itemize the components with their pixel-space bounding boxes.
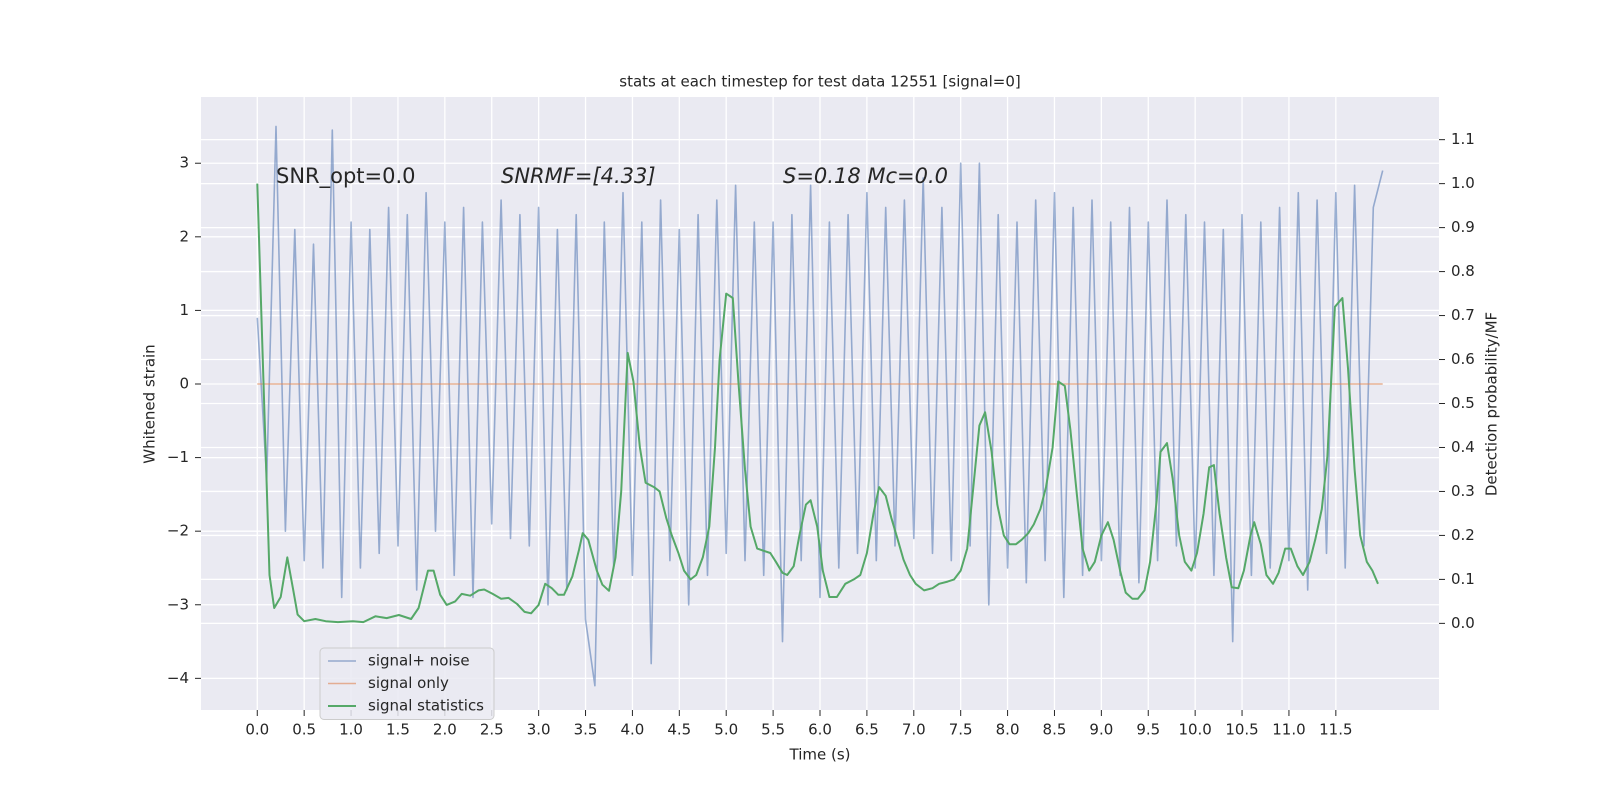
y2-tick-label: 0.7 (1451, 306, 1475, 324)
y2-tick-label: 0.3 (1451, 482, 1475, 500)
legend: signal+ noise signal only signal statistic… (319, 647, 495, 720)
y-tick-label: −3 (167, 595, 189, 613)
x-tick-label: 3.5 (574, 721, 598, 739)
legend-label: signal statistics (368, 697, 484, 715)
x-tick-label: 5.0 (714, 721, 738, 739)
x-tick-label: 2.0 (433, 721, 457, 739)
grid (201, 97, 1439, 710)
legend-box (319, 647, 495, 720)
y2-tick-label: 0.5 (1451, 394, 1475, 412)
x-tick-label: 2.5 (480, 721, 504, 739)
y-tick-label: −2 (167, 522, 189, 540)
y-tick-label: −1 (167, 448, 189, 466)
chart-title: stats at each timestep for test data 125… (619, 73, 1020, 91)
y2-tick-label: 1.1 (1451, 130, 1475, 148)
x-tick-label: 5.5 (761, 721, 785, 739)
x-tick-label: 11.0 (1272, 721, 1305, 739)
x-tick-label: 6.5 (855, 721, 879, 739)
x-tick-label: 8.0 (996, 721, 1020, 739)
x-tick-label: 10.0 (1178, 721, 1211, 739)
x-tick-label: 11.5 (1319, 721, 1352, 739)
x-tick-label: 3.0 (527, 721, 551, 739)
y2-tick-label: 0.8 (1451, 262, 1475, 280)
y2-tick-label: 0.2 (1451, 526, 1475, 544)
y2-tick-label: 0.9 (1451, 218, 1475, 236)
x-tick-label: 6.0 (808, 721, 832, 739)
y-axis-label: Whitened strain (141, 344, 159, 463)
annotation: SNRMF=[4.33] (501, 164, 656, 188)
legend-label: signal+ noise (368, 652, 470, 670)
y2-tick-label: 0.1 (1451, 570, 1475, 588)
x-tick-label: 1.5 (386, 721, 410, 739)
series-line (256, 125, 1384, 687)
annotation: S=0.18 Mc=0.0 (783, 164, 948, 188)
labels: 0.0 0.5 1.0 1.5 2.0 2.5 3.0 3.5 4.0 4.5 5.0 5.5 6.0 6… (167, 130, 1475, 738)
legend-label: signal only (368, 674, 449, 692)
x-tick-label: 0.5 (292, 721, 316, 739)
y-tick-label: 3 (179, 154, 189, 172)
y2-tick-label: 0.6 (1451, 350, 1475, 368)
y2-tick-label: 1.0 (1451, 174, 1475, 192)
x-tick-label: 10.5 (1225, 721, 1258, 739)
x-tick-label: 4.5 (667, 721, 691, 739)
x-tick-label: 9.0 (1089, 721, 1113, 739)
y2-tick-label: 0.0 (1451, 614, 1475, 632)
x-tick-label: 0.0 (245, 721, 269, 739)
y-tick-label: 2 (179, 227, 189, 245)
y-tick-label: 1 (179, 301, 189, 319)
x-axis-label: Time (s) (789, 746, 851, 764)
x-tick-label: 9.5 (1136, 721, 1160, 739)
x-tick-label: 7.0 (902, 721, 926, 739)
x-tick-label: 8.5 (1043, 721, 1067, 739)
x-tick-label: 4.0 (620, 721, 644, 739)
annotation: SNR_opt=0.0 (276, 164, 416, 189)
series-line (256, 183, 1379, 624)
marks (256, 125, 1384, 687)
y2-tick-label: 0.4 (1451, 438, 1475, 456)
x-tick-label: 7.5 (949, 721, 973, 739)
x-tick-label: 1.0 (339, 721, 363, 739)
y-tick-label: 0 (179, 374, 189, 392)
y2-axis-label: Detection probability/MF (1483, 312, 1501, 496)
y-tick-label: −4 (167, 669, 189, 687)
